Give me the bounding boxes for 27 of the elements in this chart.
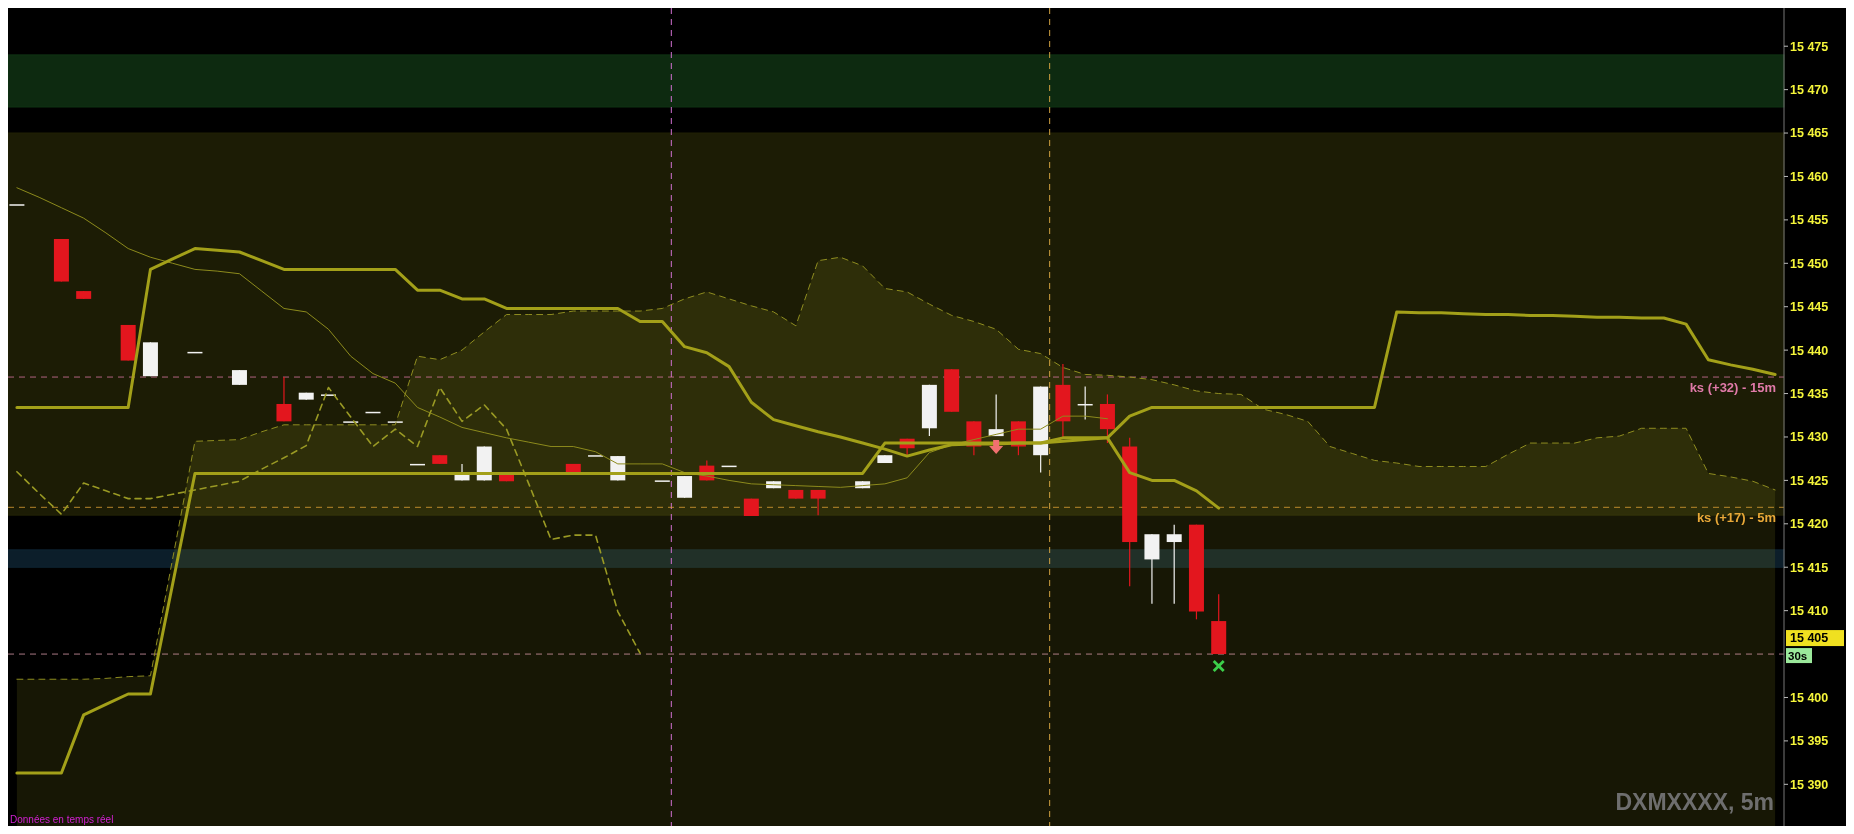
candlestick: [810, 489, 826, 516]
y-tick-label: 15 410: [1790, 604, 1829, 619]
y-tick-label: 15 395: [1790, 734, 1829, 749]
ref-line-label: ks (+32) - 15m: [1689, 380, 1776, 396]
y-tick-label: 15 430: [1790, 430, 1829, 445]
y-tick-label: 15 440: [1790, 343, 1829, 358]
y-tick-label: 15 475: [1790, 39, 1829, 54]
text: 15 405: [1790, 631, 1829, 646]
y-tick-label: 15 435: [1790, 386, 1829, 401]
y-tick-label: 15 390: [1790, 777, 1829, 792]
y-tick-label: 15 450: [1790, 256, 1829, 271]
text: 30s: [1788, 649, 1808, 662]
candlestick: [276, 376, 292, 422]
annotation: Données en temps réel: [10, 814, 114, 825]
y-tick-label: 15 445: [1790, 300, 1829, 315]
y-tick-label: 15 420: [1790, 517, 1829, 532]
annotation: DXMXXXX, 5m: [1615, 789, 1774, 815]
y-tick-label: 15 455: [1790, 213, 1829, 228]
y-tick-label: 15 465: [1790, 126, 1829, 141]
candlestick: [1166, 524, 1182, 605]
candlestick: [677, 475, 693, 499]
y-tick-label: 15 470: [1790, 83, 1829, 97]
y-tick-label: 15 460: [1790, 169, 1829, 184]
ref-line-label: ks (+17) - 5m: [1696, 510, 1776, 526]
y-tick-label: 15 415: [1790, 560, 1829, 575]
y-tick-label: 15 400: [1790, 690, 1829, 705]
y-tick-label: 15 425: [1790, 473, 1829, 488]
